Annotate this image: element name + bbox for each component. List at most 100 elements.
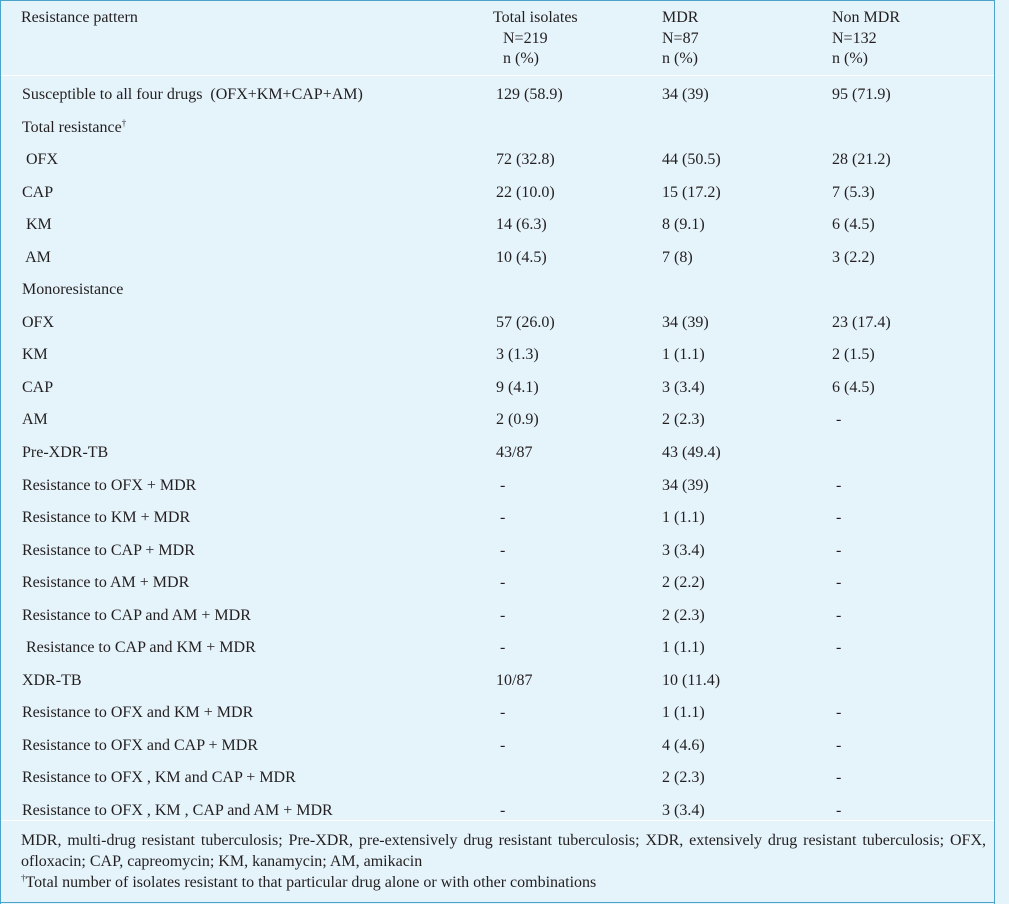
row-label: Resistance to OFX , KM and CAP + MDR [22,769,296,787]
row-mdr: 2 (2.2) [662,574,705,592]
row-non-mdr: - [836,606,842,624]
footnote-abbreviations: MDR, multi-drug resistant tuberculosis; … [21,832,986,870]
row-non-mdr: - [836,639,842,657]
row-total-isolates: 9 (4.1) [496,378,539,396]
row-non-mdr: - [836,411,842,429]
row-label: Resistance to OFX , KM , CAP and AM + MD… [22,802,333,820]
table-row: CAP 22 (10.0) 15 (17.2) 7 (5.3) [1,177,994,210]
row-mdr: 3 (3.4) [662,541,705,559]
row-total-isolates: 2 (0.9) [496,411,539,429]
row-label: Resistance to OFX and CAP + MDR [22,736,258,754]
row-non-mdr: - [836,736,842,754]
row-total-isolates: 22 (10.0) [496,183,555,201]
header-total-n: N=219 [503,29,548,47]
row-mdr: 10 (11.4) [662,671,721,689]
table-border-left [0,0,1,904]
header-nonmdr-title: Non MDR [832,9,901,26]
row-total-isolates: - [500,639,506,657]
row-non-mdr: - [836,769,842,787]
row-total-isolates: - [500,704,506,722]
row-non-mdr: 2 (1.5) [832,346,875,364]
table-row: Resistance to CAP and KM + MDR - 1 (1.1) - [1,632,994,665]
row-mdr: 34 (39) [662,86,709,103]
table-border-top [0,0,994,1]
header-mdr-n: N=87 [662,29,699,47]
row-total-isolates: - [500,509,506,527]
row-label: Resistance to OFX + MDR [22,476,197,494]
row-label: AM [22,248,51,266]
row-total-isolates: 14 (6.3) [496,216,547,234]
row-mdr: 15 (17.2) [662,183,721,201]
table-row: KM 3 (1.3) 1 (1.1) 2 (1.5) [1,339,994,372]
row-total-isolates: - [500,476,506,494]
row-total-isolates: 72 (32.8) [496,151,555,169]
row-total-isolates: 10 (4.5) [496,248,547,266]
row-mdr: 1 (1.1) [662,704,705,722]
footnote-dagger-text: Total number of isolates resistant to th… [25,874,597,891]
row-mdr: 4 (4.6) [662,736,705,754]
table-body: Susceptible to all four drugs (OFX+KM+CA… [1,79,994,828]
row-non-mdr: - [836,541,842,559]
row-non-mdr: - [836,574,842,592]
footnote-divider [1,820,994,821]
row-total-isolates: 57 (26.0) [496,313,555,331]
row-total-isolates: - [500,606,506,624]
header-total-isolates: Total isolates N=219 n (%) [493,8,578,70]
row-label: CAP [22,183,54,201]
row-label: KM [22,216,52,234]
row-label: XDR-TB [22,671,82,689]
header-mdr-title: MDR [662,9,699,26]
row-label: Susceptible to all four drugs (OFX+KM+CA… [22,86,363,103]
row-label: KM [22,346,48,364]
header-non-mdr: Non MDR N=132 n (%) [832,8,900,70]
header-nonmdr-unit: n (%) [832,50,868,67]
row-non-mdr: 6 (4.5) [832,216,875,234]
dagger-mark: † [21,873,26,883]
table-row: Resistance to OFX and KM + MDR - 1 (1.1) - [1,697,994,730]
row-mdr: 2 (2.3) [662,606,705,624]
row-non-mdr: 6 (4.5) [832,378,875,396]
row-total-isolates: - [500,574,506,592]
table-row: Resistance to OFX and CAP + MDR - 4 (4.6) - [1,730,994,763]
row-label: Monoresistance [22,281,124,299]
row-mdr: 44 (50.5) [662,151,721,169]
header-mdr-unit: n (%) [662,50,698,67]
row-mdr: 1 (1.1) [662,346,705,364]
row-non-mdr: 23 (17.4) [832,313,891,331]
table-row: Total resistance† [1,112,994,145]
row-total-isolates: 3 (1.3) [496,346,539,364]
table-border-bottom [0,902,994,903]
header-resistance-pattern: Resistance pattern [21,8,138,29]
row-label: OFX [22,313,55,331]
table-border-right [994,0,995,904]
table-row: Monoresistance [1,274,994,307]
row-non-mdr: - [836,476,842,494]
row-non-mdr: 95 (71.9) [832,86,891,103]
row-label: Resistance to CAP + MDR [22,541,195,559]
row-non-mdr: 7 (5.3) [832,183,875,201]
table-row: AM 2 (0.9) 2 (2.3) - [1,404,994,437]
row-mdr: 34 (39) [662,313,709,331]
row-label: CAP [22,378,54,396]
row-total-isolates: 129 (58.9) [496,86,563,103]
row-mdr: 7 (8) [662,248,693,266]
row-label: Resistance to OFX and KM + MDR [22,704,254,722]
table-row: Resistance to OFX , KM and CAP + MDR 2 (2… [1,762,994,795]
table-header: Resistance pattern Total isolates N=219 … [1,1,994,76]
table-row: Resistance to CAP and AM + MDR - 2 (2.3) - [1,600,994,633]
row-label: Pre-XDR-TB [22,444,109,462]
row-mdr: 3 (3.4) [662,378,705,396]
row-mdr: 1 (1.1) [662,509,705,527]
row-mdr: 2 (2.3) [662,411,705,429]
table-row: CAP 9 (4.1) 3 (3.4) 6 (4.5) [1,372,994,405]
table-row: AM 10 (4.5) 7 (8) 3 (2.2) [1,242,994,275]
footnote-dagger: †Total number of isolates resistant to t… [21,872,986,893]
row-total-isolates: 10/87 [496,671,533,689]
table-row: Resistance to OFX + MDR - 34 (39) - [1,470,994,503]
header-nonmdr-n: N=132 [832,29,877,47]
table-footnotes: MDR, multi-drug resistant tuberculosis; … [21,830,986,893]
row-non-mdr: 28 (21.2) [832,151,891,169]
row-non-mdr: - [836,704,842,722]
row-total-isolates: - [500,736,506,754]
